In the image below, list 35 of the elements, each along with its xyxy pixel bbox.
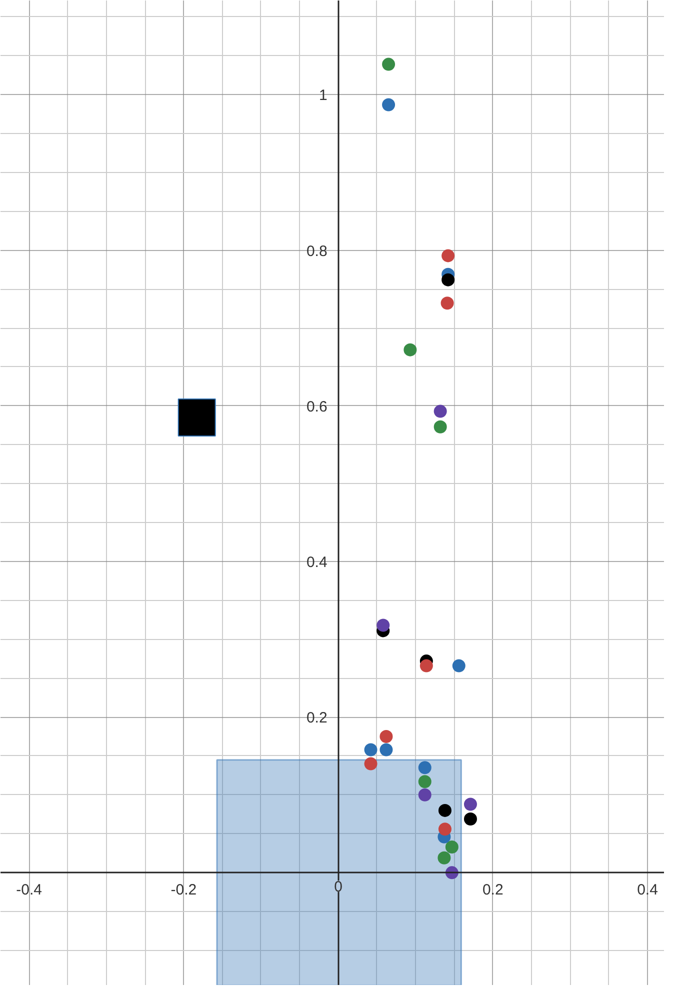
y-tick-label: 0.2 [306,710,328,727]
point [438,804,452,817]
point [440,296,454,310]
point [452,659,466,672]
point [445,840,458,854]
point [364,757,378,770]
y-tick-label: 0.4 [306,554,328,571]
point [376,618,390,632]
x-tick-label: 0 [334,878,342,896]
point [442,273,455,286]
point [382,58,396,71]
point [434,404,447,418]
y-tick-label: 1 [318,87,328,104]
point [434,420,447,434]
y-tick-label: 0.6 [306,398,328,416]
x-tick-label: 0.2 [482,882,504,899]
y-tick-label: 0.8 [306,242,328,260]
x-tick-label: 0.4 [637,882,658,899]
point [418,775,432,788]
x-tick-label: -0.4 [16,882,42,899]
point [418,761,432,774]
point [380,730,393,744]
point [438,822,452,836]
point [420,659,433,672]
point [364,743,378,756]
point [404,343,417,356]
point [418,788,432,802]
point [442,249,455,262]
point [380,743,393,756]
point [178,398,216,437]
point [438,851,451,864]
point [464,798,477,811]
point [464,812,477,826]
x-tick-label: -0.2 [170,882,197,899]
point [382,98,396,112]
